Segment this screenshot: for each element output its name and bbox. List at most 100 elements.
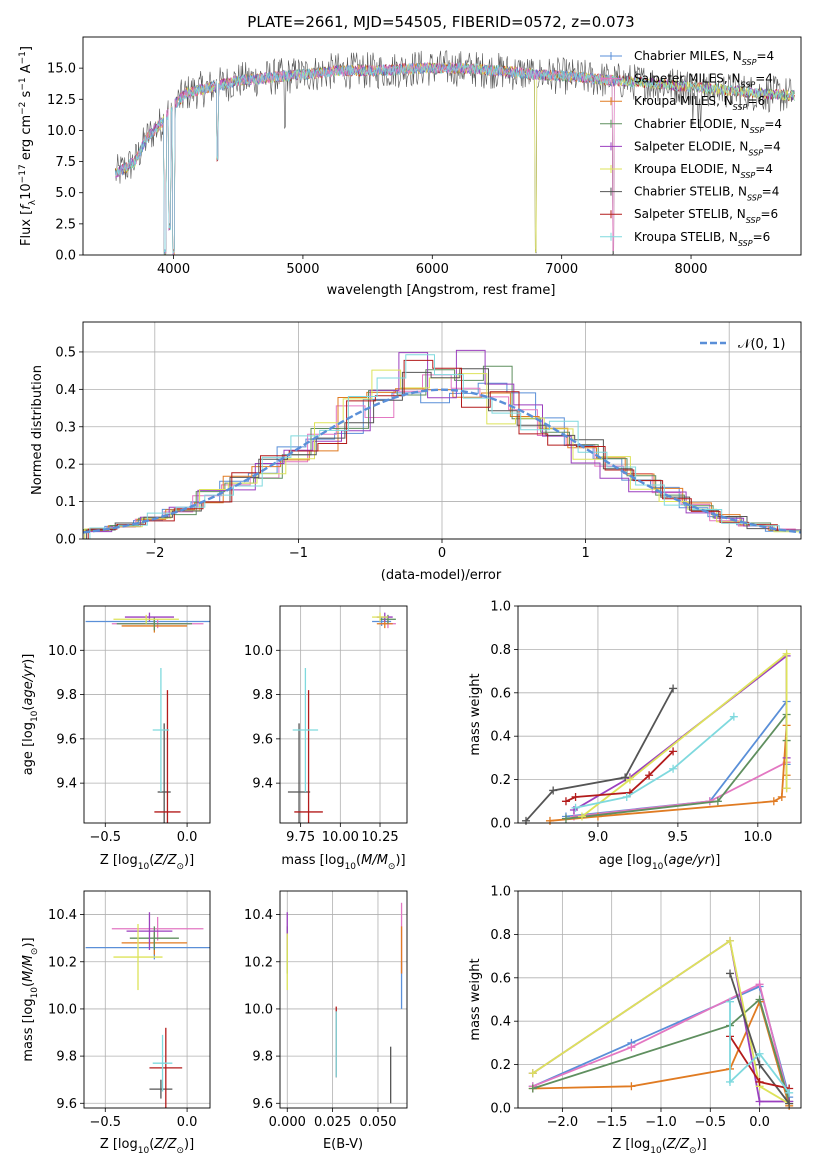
weight-marker — [726, 1077, 735, 1086]
histogram-group — [83, 349, 801, 539]
errorbar-group — [287, 612, 396, 823]
y-tick-label: 0.1 — [55, 495, 76, 510]
y-tick-label: 0.4 — [490, 1015, 511, 1030]
x-tick-label: 6000 — [416, 262, 449, 277]
y-axis-label: mass weight — [468, 958, 483, 1040]
label-part: erg cm — [19, 115, 34, 164]
y-tick-label: 10.0 — [48, 644, 77, 659]
legend-model: Salpeter STELIB — [634, 207, 729, 221]
spectrum-series-group — [115, 50, 795, 255]
series-group — [528, 936, 794, 1110]
weight-marker — [726, 997, 735, 1006]
weight-marker — [782, 649, 791, 658]
label-part: )] — [395, 853, 405, 868]
y-tick-label: 0.4 — [55, 383, 76, 398]
y-tick-label: 9.6 — [56, 732, 77, 747]
weight-marker — [669, 684, 678, 693]
age-vs-mass-panel: 9.75 10.00 10.25 9.4 9.6 9.8 10.0 mass [log10(M… — [244, 605, 408, 872]
weight-marker — [528, 1069, 537, 1078]
x-tick-label: 9.75 — [286, 830, 315, 845]
y-tick-label: 5.0 — [55, 186, 76, 201]
legend-n-prefix: , N — [721, 230, 738, 244]
axes-frame — [279, 890, 408, 1109]
weight-marker — [669, 747, 678, 756]
x-tick-label: −2.0 — [547, 1115, 579, 1130]
weight-line-salpeter-miles — [573, 760, 788, 818]
legend-model: Chabrier MILES — [634, 49, 725, 63]
y-tick-label: 0.6 — [490, 971, 511, 986]
label-part: 10 — [30, 710, 40, 722]
x-tick-label: 10.25 — [361, 830, 398, 845]
legend-n-sub: SSP — [733, 103, 748, 112]
y-tick-label: 0.2 — [55, 458, 76, 473]
label-part: mass [log — [281, 853, 344, 868]
y-tick-label: 7.5 — [55, 155, 76, 170]
legend-n-value: 4 — [765, 72, 773, 86]
label-part: A — [19, 64, 34, 77]
y-tick-label: 0.3 — [55, 420, 76, 435]
label-part: −17 — [18, 164, 28, 183]
label-part: 10 — [30, 987, 40, 999]
x-axis-label: (data-model)/error — [381, 568, 502, 583]
weights-vs-age-panel: 9.0 9.5 10.0 0.0 0.2 0.4 0.6 0.8 1.0 age [log10(a… — [468, 600, 802, 872]
legend-label: Kroupa ELODIE, NSSP=4 — [634, 162, 773, 180]
y-tick-label: 9.8 — [56, 1050, 77, 1065]
x-axis-label: Z [log10(Z/Z⊙)] — [100, 853, 194, 872]
x-tick-label: −1 — [289, 546, 308, 561]
label-part: s — [19, 90, 34, 101]
label-part: Z/Z — [153, 1137, 177, 1152]
y-tick-label: 12.5 — [47, 93, 76, 108]
label-part: age [log — [599, 853, 652, 868]
weight-marker — [729, 712, 738, 721]
legend-model: Kroupa MILES — [634, 94, 716, 108]
label-part: ⊙ — [176, 862, 184, 872]
x-tick-label: 0.0 — [177, 830, 198, 845]
x-axis-label: age [log10(age/yr)] — [599, 853, 721, 872]
weight-marker — [627, 1043, 636, 1052]
label-part: ( — [149, 853, 154, 868]
x-tick-label: 4000 — [157, 262, 190, 277]
axes-frame — [82, 321, 802, 540]
errorbar-group — [85, 912, 210, 1108]
legend-n-value: 6 — [763, 230, 771, 244]
label-part: M/M — [361, 853, 388, 868]
legend-n-prefix: , N — [730, 185, 747, 199]
legend-model: Chabrier ELODIE — [634, 117, 733, 131]
legend-n-eq: = — [760, 207, 770, 221]
x-tick-label: 5000 — [286, 262, 319, 277]
y-tick-label: 1.0 — [490, 600, 511, 615]
weight-marker — [549, 786, 558, 795]
weight-marker — [521, 816, 530, 825]
y-tick-label: 10.0 — [47, 124, 76, 139]
weight-line-chabrier-miles — [565, 698, 788, 818]
spectrum-line-salpeter-miles — [115, 61, 621, 255]
legend-n-eq: = — [764, 117, 774, 131]
legend-n-sub: SSP — [747, 193, 762, 202]
label-part: ( — [663, 853, 668, 868]
y-tick-label: 0.4 — [490, 730, 511, 745]
label-part: )] — [184, 853, 194, 868]
legend-n-value: 6 — [771, 207, 779, 221]
weight-marker — [571, 803, 580, 812]
figure-title: PLATE=2661, MJD=54505, FIBERID=0572, z=0… — [247, 13, 634, 31]
y-tick-label: 9.6 — [252, 732, 273, 747]
histogram-chabrier-stelib — [85, 368, 801, 539]
legend-n-value: 4 — [773, 139, 781, 153]
axes-frame — [83, 605, 211, 824]
legend-label: Salpeter MILES, NSSP=4 — [634, 72, 773, 90]
weight-line-kroupa-stelib — [575, 716, 735, 809]
label-part: Flux [ — [19, 210, 34, 246]
y-axis-label: Normed distribution — [30, 365, 45, 495]
x-tick-label: 0.025 — [314, 1115, 351, 1130]
label-part: 10 — [345, 862, 357, 872]
label-part: Z/Z — [666, 1137, 690, 1152]
weight-marker — [621, 773, 630, 782]
y-axis-label: mass [log10(M/M⊙)] — [21, 937, 40, 1061]
x-tick-label: 9.0 — [588, 830, 609, 845]
label-part: ⊙ — [30, 948, 40, 956]
legend-n-value: 4 — [767, 49, 775, 63]
y-tick-label: 10.4 — [244, 908, 273, 923]
legend-label: Chabrier ELODIE, NSSP=4 — [634, 117, 782, 135]
y-tick-label: 10.2 — [48, 955, 77, 970]
